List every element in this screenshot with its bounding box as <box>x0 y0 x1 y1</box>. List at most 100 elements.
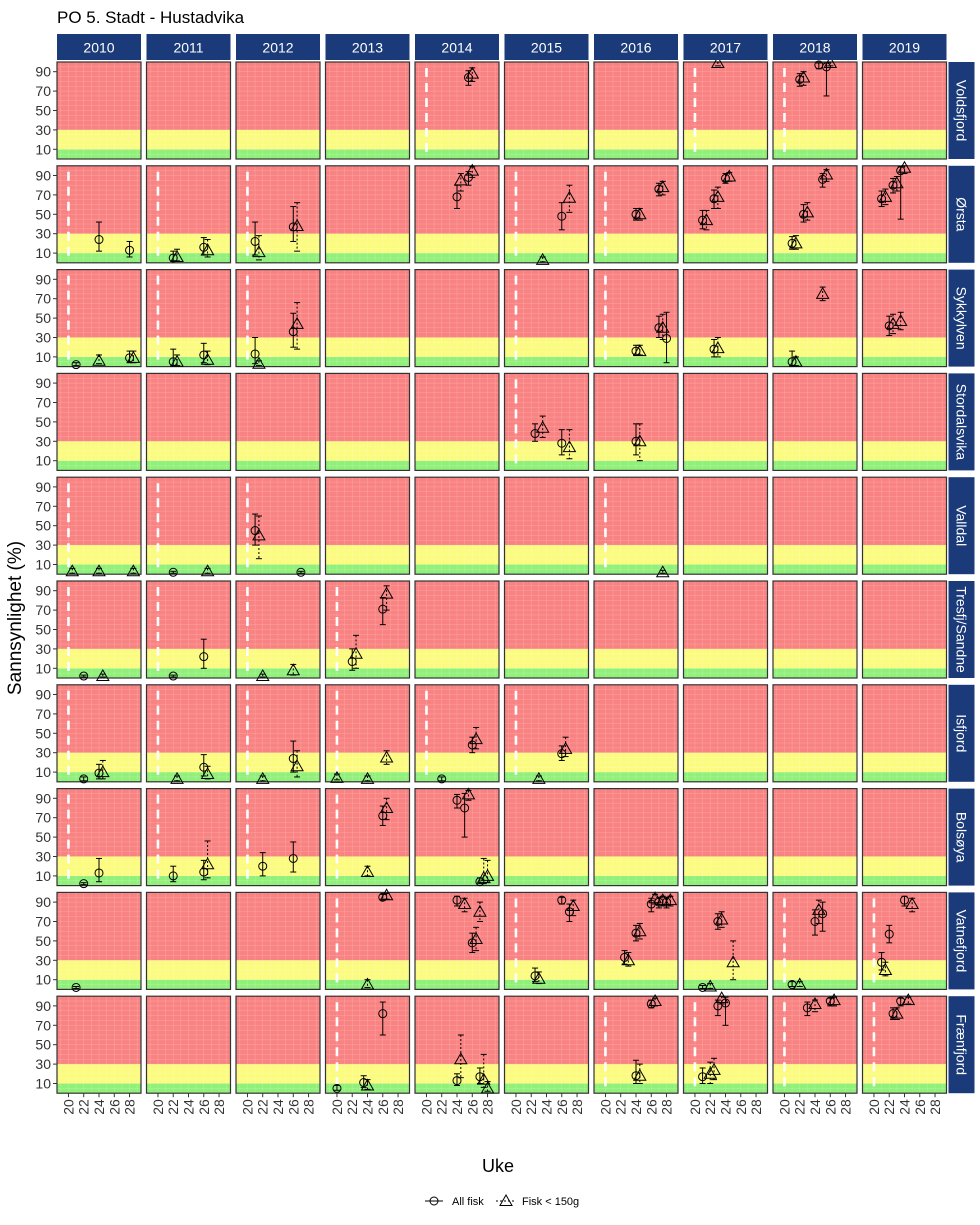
x-tick-label: 24 <box>628 1099 644 1115</box>
zone-band <box>862 752 947 773</box>
chart-title: PO 5. Stadt - Hustadvika <box>57 8 245 27</box>
all-fisk-point <box>452 1076 462 1086</box>
y-tick-label: 70 <box>35 1017 51 1033</box>
x-tick-label: 22 <box>344 1099 360 1115</box>
panel-border <box>414 372 500 471</box>
zone-band <box>683 337 768 357</box>
all-fisk-point <box>437 774 447 784</box>
panel-border <box>772 372 858 471</box>
panel-border <box>503 165 590 264</box>
fisk-150g-point <box>200 243 215 256</box>
panel-border <box>503 61 590 160</box>
x-tick-label: 26 <box>822 1099 838 1115</box>
panel-border <box>861 269 948 368</box>
zone-band <box>773 373 857 442</box>
all-fisk-point <box>94 235 104 245</box>
fisk-150g-point <box>126 564 141 577</box>
panel-valldal-2013 <box>324 476 411 575</box>
panel-border <box>861 684 948 783</box>
panel-tresfj-sandne-2016 <box>593 580 679 679</box>
zone-band <box>683 460 768 471</box>
x-tick-label: 22 <box>165 1099 181 1115</box>
legend-triangle <box>499 1193 513 1206</box>
zone-band <box>773 337 857 357</box>
zone-band <box>415 684 499 753</box>
zone-band <box>236 996 320 1065</box>
x-tick-label: 28 <box>390 1099 406 1115</box>
zone-band <box>415 979 499 990</box>
x-axis-label: Uke <box>482 1156 514 1176</box>
zone-band <box>683 62 768 130</box>
zone-band <box>862 62 947 130</box>
panel-tresfj-sandne-2014 <box>414 580 500 679</box>
zone-band <box>862 441 947 461</box>
all-fisk-point <box>125 245 135 255</box>
panel-border <box>861 787 948 887</box>
zone-band <box>325 788 410 857</box>
fisk-150g-point <box>290 759 304 772</box>
zone-band <box>594 545 678 565</box>
y-tick-label: 50 <box>35 829 51 845</box>
zone-band <box>504 960 589 980</box>
zone-band <box>325 564 410 575</box>
year-strip-2017 <box>683 34 768 60</box>
panel-border <box>503 684 590 783</box>
zone-band <box>415 129 499 150</box>
y-tick-label: 90 <box>35 790 51 806</box>
site-strip-sykkylven <box>948 269 975 367</box>
zone-band <box>773 441 857 461</box>
panel-border <box>503 269 590 368</box>
panel-border <box>682 476 769 575</box>
panel-valldal-2012 <box>235 476 321 575</box>
year-strips: 2010 2011 2012 2013 2014 2015 2016 2017 2018 2019 <box>57 34 947 60</box>
zone-band <box>504 892 589 961</box>
x-tick-label: 20 <box>329 1099 345 1115</box>
fisk-150g-point <box>379 586 394 599</box>
panel-valldal-2011 <box>145 476 232 575</box>
zone-band <box>594 1083 678 1094</box>
zone-band <box>236 684 320 753</box>
fisk-150g-point <box>349 646 363 659</box>
fisk-150g-point <box>465 66 480 79</box>
zone-band <box>57 441 141 461</box>
zone-band <box>504 684 589 753</box>
zone-band <box>773 564 857 575</box>
fisk-150g-point <box>170 249 184 262</box>
zone-band <box>773 165 857 234</box>
all-fisk-point <box>557 438 567 448</box>
zone-band <box>504 581 589 649</box>
year-strip-2012 <box>236 34 320 60</box>
zone-band <box>146 979 231 990</box>
all-fisk-point <box>654 184 664 194</box>
zone-band <box>504 1083 589 1094</box>
zone-band <box>236 1083 320 1094</box>
panel-border <box>682 787 769 887</box>
panel-border <box>772 269 858 368</box>
x-tick-label: 28 <box>480 1099 496 1115</box>
zone-band <box>146 1083 231 1094</box>
zone-band <box>415 875 499 886</box>
fisk-150g-point <box>655 320 670 333</box>
y-tick-label: 90 <box>35 168 51 184</box>
all-fisk-point <box>530 429 540 439</box>
x-tick-label: 26 <box>196 1099 212 1115</box>
zone-band <box>146 149 231 159</box>
zone-band <box>236 269 320 338</box>
y-tick-label: 90 <box>35 271 51 287</box>
panel-vatnefjord-2018 <box>772 891 858 991</box>
zone-band <box>862 129 947 150</box>
panel-fr-nfjord-2011 <box>145 995 232 1094</box>
zone-band <box>594 356 678 367</box>
y-tick-label: 90 <box>35 687 51 703</box>
zone-band <box>415 668 499 678</box>
panel-bols-ya-2017 <box>682 787 769 887</box>
zone-band <box>236 564 320 575</box>
zone-band <box>594 269 678 338</box>
x-tick-label: 20 <box>866 1099 882 1115</box>
zone-band <box>57 1064 141 1084</box>
zone-band <box>415 996 499 1065</box>
zone-band <box>773 149 857 159</box>
fisk-150g-point <box>252 528 266 541</box>
x-tick-label: 24 <box>449 1099 465 1115</box>
zone-band <box>683 788 768 857</box>
